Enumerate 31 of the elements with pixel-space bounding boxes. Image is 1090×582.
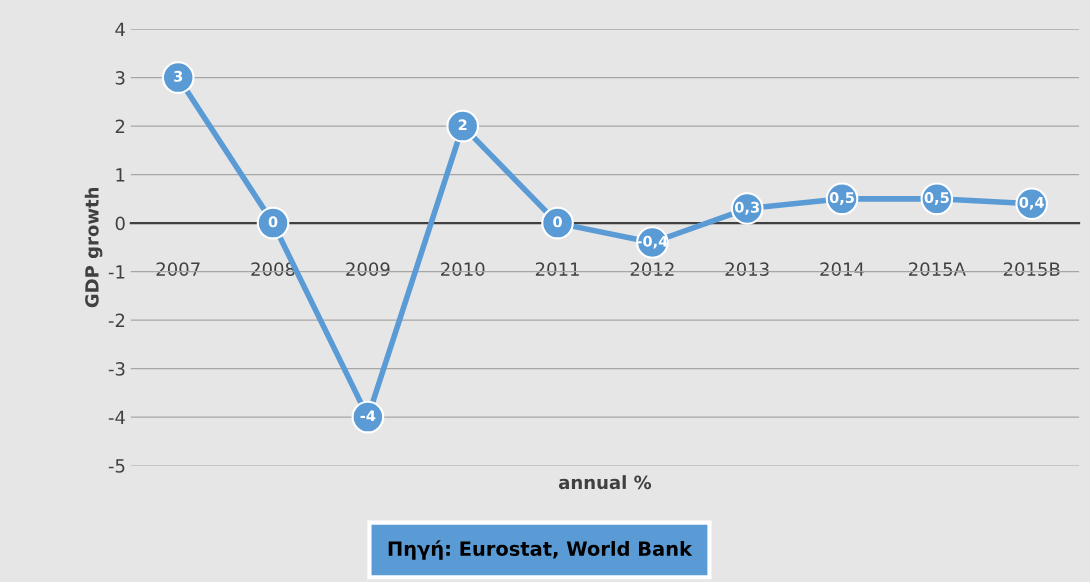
data-label: 0,3	[734, 201, 759, 215]
y-tick-label: -4	[108, 410, 125, 424]
data-label: -0,4	[637, 235, 668, 249]
point	[541, 206, 574, 240]
y-tick-label: 2	[115, 119, 125, 133]
y-tick-label: 0	[115, 216, 125, 231]
data-label: -4	[360, 410, 376, 422]
x-tick-label: 2009	[346, 262, 390, 276]
x-tick-label: 2012	[630, 262, 674, 276]
data-label: 2	[458, 119, 467, 131]
y-tick-label: -5	[108, 459, 125, 473]
data-label: 0,4	[1019, 196, 1044, 210]
point	[446, 109, 480, 143]
data-label: 0	[268, 216, 278, 228]
y-axis-title: GDP growth	[84, 187, 103, 308]
x-tick-label: 2015B	[1003, 262, 1060, 276]
y-tick-label: 3	[115, 71, 125, 85]
text: Πηγή: Eurostat, World Bank	[388, 540, 693, 560]
x-tick-label: 2007	[156, 262, 200, 276]
data-label: 0,5	[829, 192, 854, 205]
x-tick-label: 2010	[441, 262, 485, 276]
data-label: 0,5	[924, 192, 949, 205]
y-tick-label: 4	[115, 22, 125, 36]
x-axis-title: annual %	[558, 475, 652, 490]
data-label: 0	[553, 216, 562, 228]
y-tick-label: -3	[108, 362, 125, 376]
y-tick-label: -1	[108, 265, 125, 279]
point	[161, 61, 195, 94]
data-label: 3	[174, 70, 183, 82]
y-tick-label: 1	[116, 168, 125, 182]
y-tick-label: -2	[108, 313, 125, 327]
